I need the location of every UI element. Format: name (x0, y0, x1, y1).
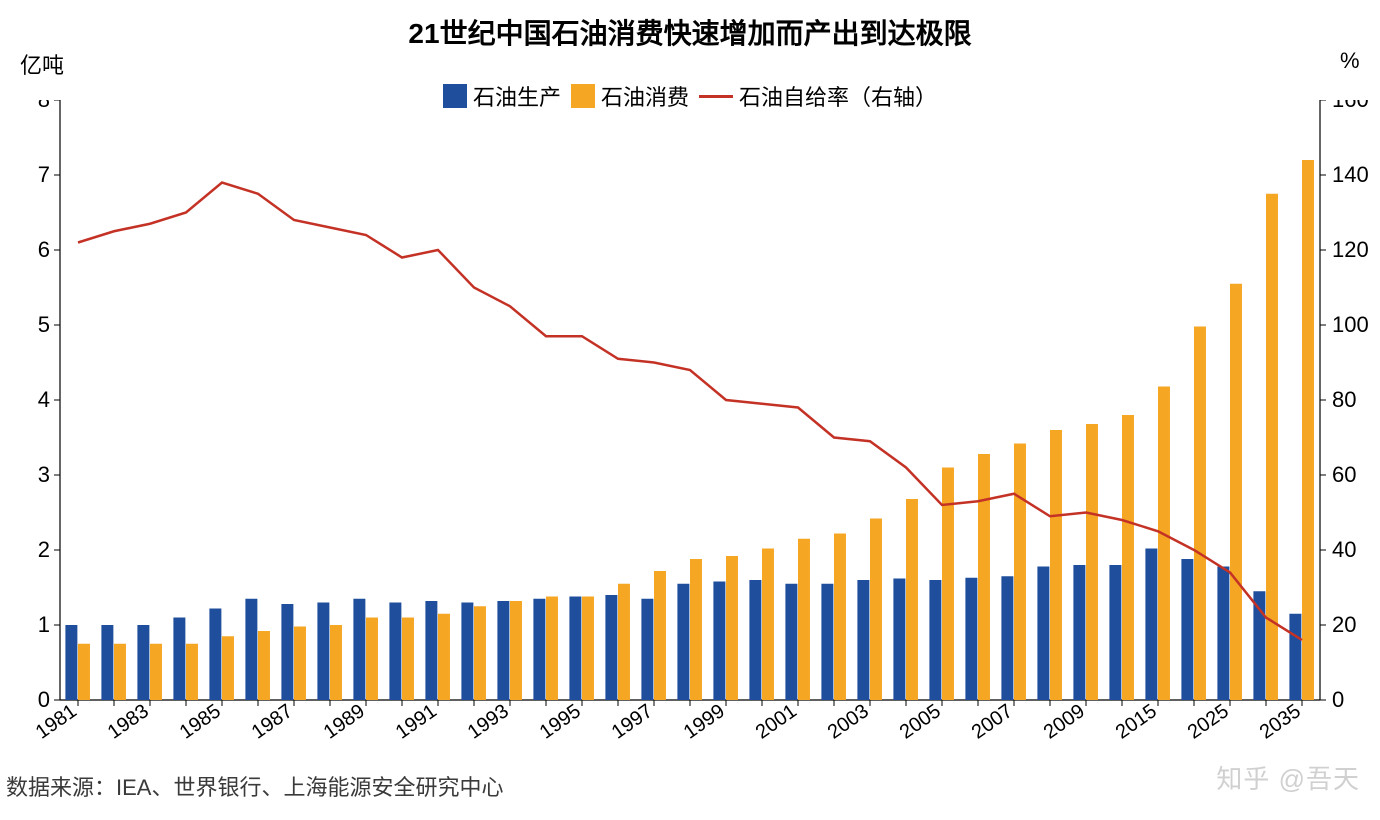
svg-text:1991: 1991 (392, 700, 441, 744)
svg-text:1: 1 (38, 612, 50, 637)
svg-text:6: 6 (38, 237, 50, 262)
legend-swatch (699, 95, 733, 98)
svg-text:2003: 2003 (824, 700, 873, 744)
svg-text:5: 5 (38, 312, 50, 337)
svg-text:120: 120 (1332, 237, 1369, 262)
y-right-unit: % (1340, 48, 1360, 74)
chart-title: 21世纪中国石油消费快速增加而产出到达极限 (0, 12, 1380, 52)
svg-text:1997: 1997 (608, 700, 657, 744)
svg-text:2009: 2009 (1040, 700, 1089, 744)
svg-text:2005: 2005 (896, 700, 945, 744)
svg-text:2035: 2035 (1256, 700, 1305, 744)
data-source: 数据来源：IEA、世界银行、上海能源安全研究中心 (6, 770, 503, 802)
svg-text:2025: 2025 (1184, 700, 1233, 744)
svg-text:4: 4 (38, 387, 50, 412)
svg-text:8: 8 (38, 100, 50, 112)
watermark: 知乎 @吾天 (1216, 759, 1360, 796)
svg-text:2001: 2001 (752, 700, 801, 744)
svg-text:20: 20 (1332, 612, 1356, 637)
svg-text:1987: 1987 (248, 700, 297, 744)
svg-text:7: 7 (38, 162, 50, 187)
svg-text:1995: 1995 (536, 700, 585, 744)
svg-text:100: 100 (1332, 312, 1369, 337)
svg-text:2: 2 (38, 537, 50, 562)
svg-text:2015: 2015 (1112, 700, 1161, 744)
svg-text:40: 40 (1332, 537, 1356, 562)
svg-text:3: 3 (38, 462, 50, 487)
svg-text:0: 0 (38, 687, 50, 712)
svg-text:1989: 1989 (320, 700, 369, 744)
svg-text:80: 80 (1332, 387, 1356, 412)
plot-area: 0123456780204060801001201401601981198319… (0, 100, 1380, 820)
svg-text:0: 0 (1332, 687, 1344, 712)
svg-text:1983: 1983 (104, 700, 153, 744)
svg-text:160: 160 (1332, 100, 1369, 112)
y-left-unit: 亿吨 (20, 48, 64, 80)
svg-text:140: 140 (1332, 162, 1369, 187)
svg-text:1993: 1993 (464, 700, 513, 744)
svg-text:2007: 2007 (968, 700, 1017, 744)
svg-text:1999: 1999 (680, 700, 729, 744)
svg-text:60: 60 (1332, 462, 1356, 487)
svg-text:1985: 1985 (176, 700, 225, 744)
